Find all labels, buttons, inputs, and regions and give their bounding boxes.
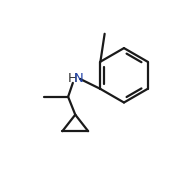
Text: H: H: [68, 72, 78, 85]
Text: N: N: [73, 72, 83, 85]
